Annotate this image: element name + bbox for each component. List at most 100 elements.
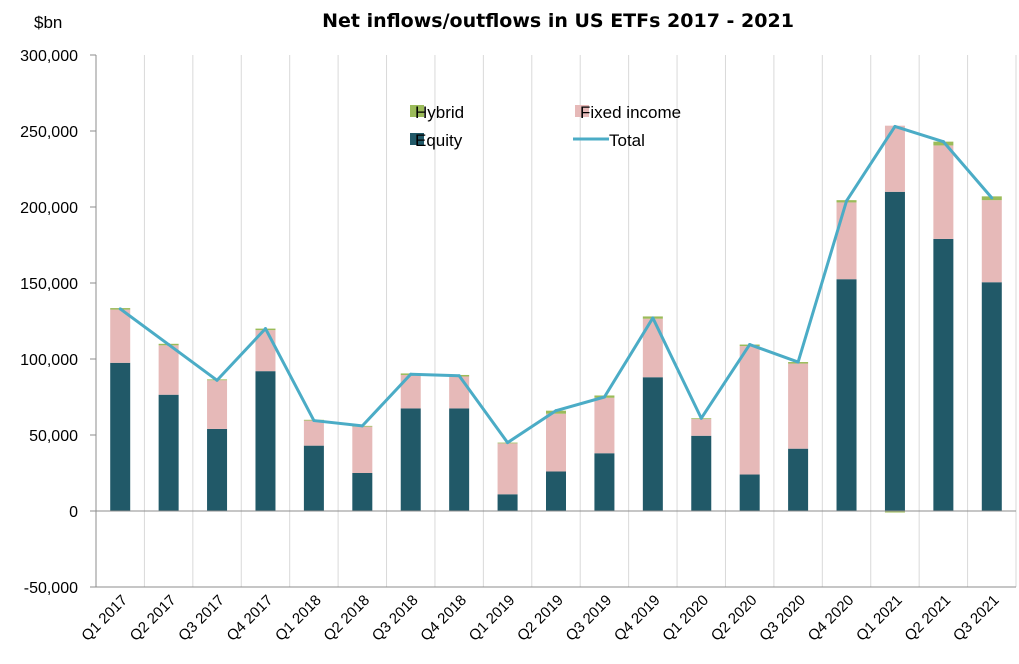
legend-swatch (575, 105, 589, 117)
bar-equity (691, 435, 712, 511)
bar-equity (207, 428, 228, 511)
total-point (941, 140, 945, 144)
y-axis: -50,000 0 50,000 100,000 150,000 200,000 250,0… (20, 48, 97, 597)
total-point (215, 378, 219, 382)
y-tick-label: 50,000 (29, 428, 78, 445)
bar-equity (400, 408, 421, 511)
total-line (119, 124, 993, 445)
total-point (409, 372, 413, 376)
y-tick-label: 300,000 (20, 48, 78, 65)
bar-equity (739, 474, 760, 511)
bar-equity (884, 191, 905, 512)
total-point (602, 395, 606, 399)
bar-equity (158, 394, 179, 511)
bars-group (110, 125, 1002, 513)
legend-label: Equity (415, 131, 463, 150)
legend: Hybrid Fixed income Equity Total (410, 103, 681, 150)
gridlines (143, 55, 1017, 587)
bar-equity (594, 453, 615, 511)
x-tick-label: Q2 2020 (708, 592, 761, 645)
total-point (651, 316, 655, 320)
total-point (893, 124, 897, 128)
total-point (312, 419, 316, 423)
x-tick-label: Q2 2021 (901, 592, 954, 645)
total-point (845, 199, 849, 203)
total-point (167, 343, 171, 347)
bar-fixed-income (788, 363, 809, 449)
y-tick-label: 0 (69, 504, 78, 521)
bar-fixed-income (449, 376, 470, 409)
bar-fixed-income (739, 346, 760, 475)
total-point (263, 327, 267, 331)
bar-fixed-income (836, 202, 857, 280)
y-tick-label: 250,000 (20, 124, 78, 141)
y-tick-label: 150,000 (20, 276, 78, 293)
x-tick-label: Q3 2018 (369, 592, 422, 645)
bar-equity (836, 279, 857, 511)
bar-equity (642, 377, 663, 511)
bar-equity (255, 371, 276, 511)
y-tick-label: -50,000 (24, 580, 78, 597)
bar-fixed-income (303, 420, 324, 446)
x-tick-label: Q2 2018 (320, 592, 373, 645)
total-point (796, 360, 800, 364)
bar-fixed-income (933, 145, 954, 239)
y-axis-unit-label: $bn (34, 13, 62, 32)
y-tick-label: 200,000 (20, 200, 78, 217)
bar-fixed-income (594, 397, 615, 454)
legend-label: Hybrid (415, 103, 464, 122)
x-tick-label: Q1 2019 (466, 592, 519, 645)
legend-label: Fixed income (580, 103, 681, 122)
total-line-group (118, 124, 994, 445)
x-tick-label: Q1 2017 (78, 592, 131, 645)
x-tick-label: Q1 2021 (853, 592, 906, 645)
bar-equity (110, 362, 131, 511)
total-point (506, 441, 510, 445)
bar-equity (497, 494, 518, 511)
bar-fixed-income (546, 413, 566, 472)
x-tick-label: Q4 2017 (224, 592, 277, 645)
x-tick-label: Q3 2021 (950, 592, 1003, 645)
chart-title: Net inflows/outflows in US ETFs 2017 - 2… (322, 10, 794, 32)
bar-fixed-income (207, 380, 228, 429)
y-tick-label: 100,000 (20, 352, 78, 369)
x-tick-label: Q4 2020 (805, 592, 858, 645)
x-tick-label: Q3 2020 (756, 592, 809, 645)
bar-fixed-income (691, 419, 712, 436)
bar-fixed-income (884, 125, 905, 192)
x-tick-label: Q2 2019 (514, 592, 567, 645)
bar-fixed-income (400, 374, 421, 409)
bar-fixed-income (642, 318, 663, 378)
x-tick-label: Q1 2020 (659, 592, 712, 645)
bar-equity (449, 408, 470, 511)
legend-label: Total (609, 131, 645, 150)
x-tick-label: Q1 2018 (272, 592, 325, 645)
bar-equity (546, 471, 566, 511)
total-point (457, 374, 461, 378)
total-point (554, 409, 558, 413)
total-point (118, 307, 122, 311)
total-point (699, 416, 703, 420)
x-tick-label: Q4 2018 (417, 592, 470, 645)
total-point (990, 196, 994, 200)
bar-fixed-income (981, 200, 1002, 283)
legend-swatch (410, 133, 424, 145)
x-tick-label: Q2 2017 (127, 592, 180, 645)
bar-equity (933, 238, 954, 512)
bar-fixed-income (158, 345, 179, 395)
bar-equity (981, 282, 1002, 511)
x-tick-label: Q3 2017 (175, 592, 228, 645)
x-tick-label: Q4 2019 (611, 592, 664, 645)
bar-hybrid (884, 511, 905, 513)
total-point (748, 343, 752, 347)
total-point (360, 424, 364, 428)
bar-equity (788, 448, 809, 511)
bar-fixed-income (110, 309, 131, 363)
x-tick-label: Q3 2019 (563, 592, 616, 645)
bar-fixed-income (352, 426, 373, 473)
legend-swatch (410, 105, 424, 117)
bar-fixed-income (497, 443, 518, 495)
